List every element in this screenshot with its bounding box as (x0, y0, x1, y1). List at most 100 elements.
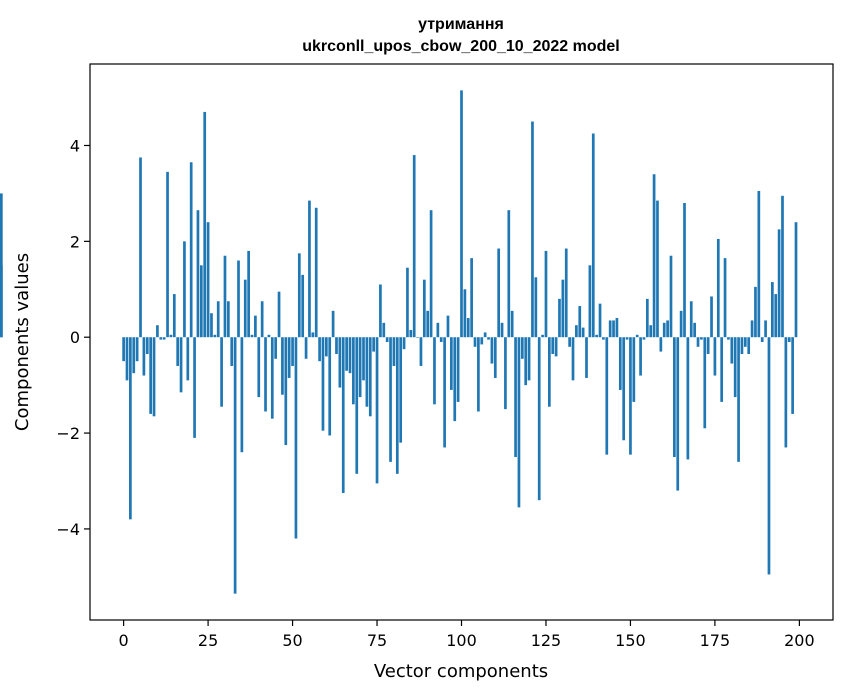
bar (781, 195, 784, 338)
bar (537, 337, 541, 501)
bar (348, 337, 352, 374)
bar (162, 337, 166, 340)
bar (325, 337, 328, 357)
bar (227, 301, 230, 338)
bar (375, 337, 379, 484)
bar (551, 337, 555, 354)
bar (267, 334, 271, 338)
bar (274, 337, 278, 359)
bar (426, 310, 430, 338)
bar (193, 337, 196, 438)
bar (176, 337, 180, 366)
bar (362, 337, 365, 381)
bar (760, 337, 764, 342)
bar (338, 337, 342, 388)
bar (260, 301, 264, 338)
bar (389, 337, 392, 462)
bar (223, 255, 227, 338)
bar (740, 337, 744, 354)
bar (450, 337, 453, 390)
x-tick-label: 100 (446, 631, 477, 650)
bar (642, 337, 646, 340)
bar (433, 337, 436, 405)
bar (700, 337, 703, 340)
bar (470, 258, 473, 338)
bar (710, 296, 713, 338)
bar (142, 337, 146, 376)
bar (294, 337, 298, 539)
bar (635, 334, 639, 338)
x-axis-label: Vector components (374, 661, 548, 682)
bar (764, 320, 767, 338)
bar (345, 337, 348, 371)
bar (757, 191, 761, 338)
bar (189, 162, 193, 338)
bar (145, 337, 149, 354)
bar (483, 332, 487, 338)
bar (453, 337, 457, 422)
bar (558, 298, 561, 338)
bar (287, 337, 291, 378)
bar (652, 174, 656, 338)
bar (368, 337, 372, 417)
bar (409, 330, 413, 338)
bar (156, 325, 159, 338)
bar (477, 337, 480, 412)
bar (754, 286, 757, 338)
y-tick-label: 4 (70, 136, 80, 155)
x-tick-label: 200 (784, 631, 815, 650)
bar (514, 337, 517, 458)
bar (210, 313, 213, 338)
bar (149, 337, 152, 414)
bar (723, 258, 727, 338)
bar (683, 203, 686, 338)
bar (379, 284, 382, 338)
chart-title: утримання ukrconll_upos_cbow_200_10_2022… (302, 16, 619, 55)
bar (304, 337, 308, 359)
bar (730, 337, 734, 364)
bar (216, 301, 220, 338)
bar (179, 337, 183, 393)
bar (257, 337, 261, 398)
bar (524, 337, 528, 386)
y-tick-label: −4 (56, 520, 80, 539)
x-tick-label: 75 (367, 631, 387, 650)
bar (473, 337, 477, 347)
bar (199, 265, 203, 338)
bar (139, 157, 142, 338)
bar-series (0, 90, 798, 594)
bar (318, 337, 321, 362)
x-tick-label: 125 (531, 631, 562, 650)
bar (331, 310, 335, 338)
bar (358, 337, 362, 398)
bar (649, 325, 653, 338)
bar (487, 337, 490, 340)
bar (666, 320, 669, 338)
bar (639, 337, 642, 376)
bar (743, 337, 747, 347)
bar (696, 337, 700, 347)
bar (230, 337, 234, 366)
bar (632, 337, 636, 402)
bar (615, 318, 619, 338)
bar (429, 210, 433, 338)
bar (392, 337, 396, 366)
bar (629, 337, 632, 455)
bar (419, 337, 423, 366)
bar (243, 279, 247, 338)
bar (541, 334, 544, 338)
bar (497, 248, 501, 338)
bar (787, 337, 791, 342)
bar (416, 337, 419, 338)
y-tick-label: −2 (56, 424, 80, 443)
bar (612, 320, 615, 338)
bar (436, 322, 440, 338)
bar (510, 310, 514, 338)
bar (0, 193, 3, 338)
bar (122, 337, 125, 362)
bar (659, 337, 663, 352)
bar (311, 332, 315, 338)
bar (172, 294, 176, 338)
plot-frame (89, 63, 834, 621)
bar (561, 279, 565, 338)
